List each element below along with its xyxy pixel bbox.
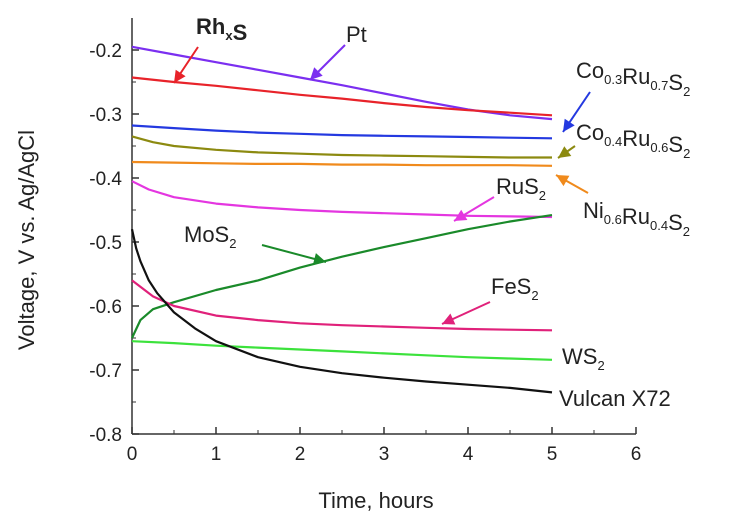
x-axis-title: Time, hours xyxy=(318,488,433,513)
series-label-fes2: FeS2 xyxy=(491,274,539,303)
series-line-rhxs xyxy=(131,76,553,117)
series-label-mos2: MoS2 xyxy=(184,222,236,251)
y-tick-label: -0.8 xyxy=(89,425,122,446)
x-tick-label: 2 xyxy=(295,444,306,465)
series-label-ws2: WS2 xyxy=(562,344,605,373)
axes: 0 1 2 3 4 5 6 -0.2 -0.3 -0.4 -0.5 -0.6 -0.7 -0.8 xyxy=(89,18,641,465)
label-arrowhead-ni0-6ru0-4s2 xyxy=(556,175,570,187)
y-tick-label: -0.6 xyxy=(89,297,122,318)
series-line-ni0-6ru0-4s2 xyxy=(131,160,553,167)
series-line-ws2 xyxy=(131,340,553,361)
series-label-ni0-6ru0-4s2: Ni0.6Ru0.4S2 xyxy=(583,198,690,239)
series-labels: Pt RhxS Co0.3Ru0.7S2 Co0.4Ru0.6S2 Ni0.6Ru0.4… xyxy=(173,14,690,411)
series-line-vulcan-x72 xyxy=(130,228,553,394)
series-label-vulcan-x72: Vulcan X72 xyxy=(559,386,671,411)
label-arrowhead-rhxs xyxy=(174,69,186,83)
y-tick-label: -0.5 xyxy=(89,233,122,254)
y-tick-label: -0.4 xyxy=(89,169,122,190)
x-tick-label: 3 xyxy=(379,444,390,465)
label-arrowhead-mos2 xyxy=(312,253,326,265)
series-layer xyxy=(130,45,553,394)
series-label-co0-3ru0-7s2: Co0.3Ru0.7S2 xyxy=(576,58,690,99)
label-arrowhead-rus2 xyxy=(454,209,468,221)
y-tick-label: -0.2 xyxy=(89,41,122,62)
series-label-rhxs: RhxS xyxy=(196,14,247,45)
series-line-co0-4ru0-6s2 xyxy=(131,135,552,159)
series-line-rus2 xyxy=(131,180,553,219)
series-label-rus2: RuS2 xyxy=(496,174,546,203)
y-tick-label: -0.7 xyxy=(89,361,122,382)
series-line-co0-3ru0-7s2 xyxy=(131,124,553,140)
label-arrowhead-fes2 xyxy=(442,313,456,325)
y-tick-label: -0.3 xyxy=(89,105,122,126)
label-arrowhead-pt xyxy=(310,67,323,80)
x-tick-label: 4 xyxy=(463,444,474,465)
series-label-pt: Pt xyxy=(346,22,367,47)
x-tick-label: 6 xyxy=(631,444,642,465)
label-arrowhead-co0-3ru0-7s2 xyxy=(563,118,575,132)
series-line-mos2 xyxy=(131,214,553,339)
label-arrowhead-co0-4ru0-6s2 xyxy=(558,146,572,158)
x-tick-label: 0 xyxy=(127,444,138,465)
y-axis-title: Voltage, V vs. Ag/AgCl xyxy=(14,130,39,350)
x-tick-label: 5 xyxy=(547,444,558,465)
series-line-fes2 xyxy=(131,279,553,332)
x-tick-label: 1 xyxy=(211,444,222,465)
series-label-co0-4ru0-6s2: Co0.4Ru0.6S2 xyxy=(576,120,690,161)
